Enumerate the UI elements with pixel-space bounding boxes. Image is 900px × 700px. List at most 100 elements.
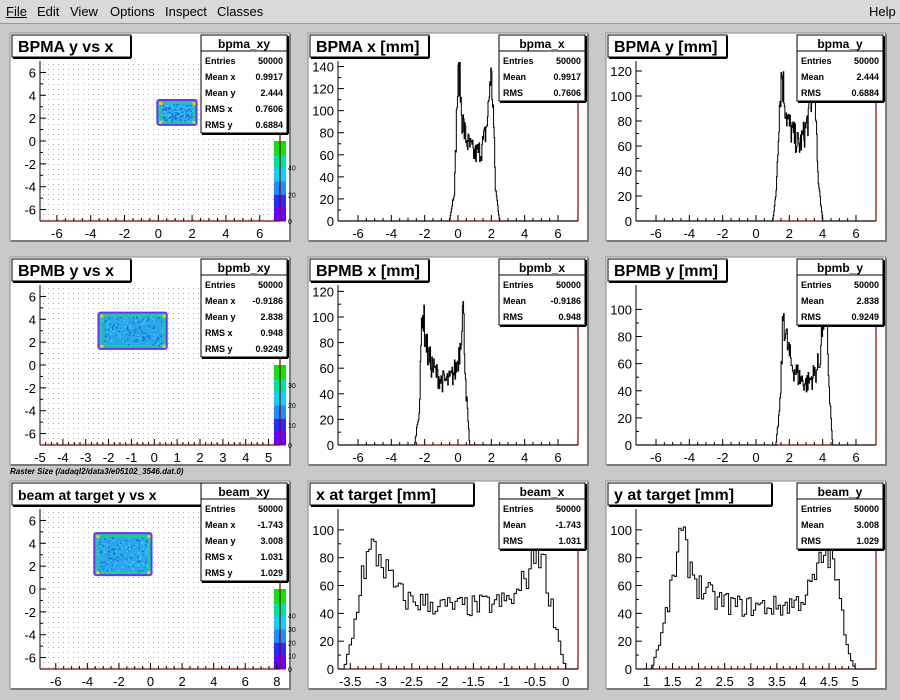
stats-value: 50000 [556, 56, 581, 66]
x-tick-label: -2 [103, 450, 115, 465]
x-tick-label: 0 [151, 450, 158, 465]
chart-title: BPMA y vs x [18, 39, 114, 56]
stats-value: 0.7606 [553, 88, 581, 98]
stats-value: 50000 [258, 56, 283, 66]
y-tick-label: 60 [618, 579, 632, 594]
chart-title: BPMA x [mm] [316, 39, 419, 56]
stats-key: Entries [205, 504, 236, 514]
x-tick-label: 6 [554, 450, 561, 465]
x-tick-label: -6 [650, 226, 662, 241]
x-tick-label: 3 [747, 674, 754, 689]
stats-value: -0.9186 [550, 296, 581, 306]
stats-key: Entries [205, 280, 236, 290]
x-tick-label: 2 [786, 226, 793, 241]
palette-tick-label: 10 [288, 423, 296, 430]
stats-value: 0.9917 [255, 72, 283, 82]
stats-value: 2.444 [260, 88, 283, 98]
x-tick-label: 0 [752, 450, 759, 465]
menu-inspect[interactable]: Inspect [165, 4, 207, 19]
x-tick-label: -2 [113, 674, 125, 689]
x-tick-label: 4.5 [820, 674, 838, 689]
heatmap-corner [192, 120, 196, 124]
menu-edit[interactable]: Edit [37, 4, 60, 19]
histogram-line [338, 301, 578, 446]
x-tick-label: -2 [419, 450, 431, 465]
stats-key: Entries [503, 504, 534, 514]
x-tick-label: 2 [178, 674, 185, 689]
heatmap-corner [159, 102, 163, 105]
y-tick-label: 0 [29, 134, 36, 149]
x-tick-label: -1 [498, 674, 510, 689]
stats-value: 3.008 [856, 520, 879, 530]
y-tick-label: 0 [625, 662, 632, 677]
stats-value: 0.9249 [851, 312, 879, 322]
y-tick-label: 20 [320, 192, 334, 207]
x-tick-label: -6 [352, 226, 364, 241]
stats-name: beam_x [520, 485, 565, 499]
y-tick-label: 0 [327, 662, 334, 677]
chart-pad: 0 20 40 60 80 100 -6 -4 -2 0 2 4 6 BPMB y [mm] bpmb_y E… [605, 256, 887, 466]
stats-name: bpmb_y [817, 261, 863, 275]
pad-frame [605, 256, 887, 466]
palette-tick-label: 0 [288, 667, 292, 674]
x-tick-label: 0 [562, 674, 569, 689]
stats-key: RMS [503, 312, 523, 322]
y-tick-label: -2 [24, 605, 36, 620]
x-tick-label: -1.5 [462, 674, 484, 689]
stats-key: RMS y [205, 568, 233, 578]
stats-key: RMS [801, 536, 821, 546]
y-tick-label: -2 [24, 381, 36, 396]
stats-key: RMS y [205, 120, 233, 130]
stats-key: Mean [503, 520, 526, 530]
y-tick-label: 40 [320, 170, 334, 185]
menu-view[interactable]: View [70, 4, 98, 19]
y-tick-label: 100 [312, 310, 334, 325]
heatmap-corner [192, 102, 196, 105]
heatmap-corner [100, 344, 104, 348]
x-tick-label: 5 [265, 450, 272, 465]
x-tick-label: 6 [554, 226, 561, 241]
chart-title: beam at target y vs x [18, 487, 157, 503]
y-tick-label: 120 [610, 64, 632, 79]
menu-options[interactable]: Options [110, 4, 155, 19]
y-tick-label: 100 [312, 523, 334, 538]
y-tick-label: 2 [29, 111, 36, 126]
x-tick-label: 4 [819, 450, 826, 465]
x-tick-label: 2 [488, 226, 495, 241]
menu-classes[interactable]: Classes [217, 4, 264, 19]
menu-file[interactable]: File [6, 4, 27, 19]
canvas-source-label: Raster Size (/adaql2/data3/e05102_3546.d… [10, 467, 184, 476]
y-tick-label: 0 [327, 214, 334, 229]
palette-tick-label: 40 [288, 166, 296, 173]
stats-value: 50000 [556, 280, 581, 290]
y-tick-label: 4 [29, 536, 36, 551]
x-tick-label: -4 [57, 450, 69, 465]
y-tick-label: 100 [610, 89, 632, 104]
y-tick-label: 20 [320, 412, 334, 427]
heatmap-speckle [102, 316, 164, 347]
menu-help[interactable]: Help [869, 4, 896, 19]
y-tick-label: 20 [618, 189, 632, 204]
stats-value: 50000 [854, 504, 879, 514]
x-tick-label: 6 [852, 226, 859, 241]
heatmap-corner [100, 314, 104, 318]
stats-value: 2.838 [856, 296, 879, 306]
stats-box [796, 258, 884, 326]
palette-tick-label: 30 [288, 627, 296, 634]
y-tick-label: 0 [29, 358, 36, 373]
stats-key: Mean x [205, 520, 236, 530]
x-tick-label: -4 [386, 450, 398, 465]
x-tick-label: 8 [273, 674, 280, 689]
histogram-line [338, 62, 578, 222]
stats-key: Mean [801, 296, 824, 306]
x-tick-label: 6 [242, 674, 249, 689]
y-tick-label: 60 [618, 357, 632, 372]
y-tick-label: 100 [610, 302, 632, 317]
y-tick-label: -6 [24, 651, 36, 666]
stats-key: RMS [503, 536, 523, 546]
histogram-line [338, 538, 578, 670]
heatmap-corner [162, 314, 166, 318]
stats-value: 0.948 [260, 328, 283, 338]
chart-title: BPMB y vs x [18, 263, 114, 280]
